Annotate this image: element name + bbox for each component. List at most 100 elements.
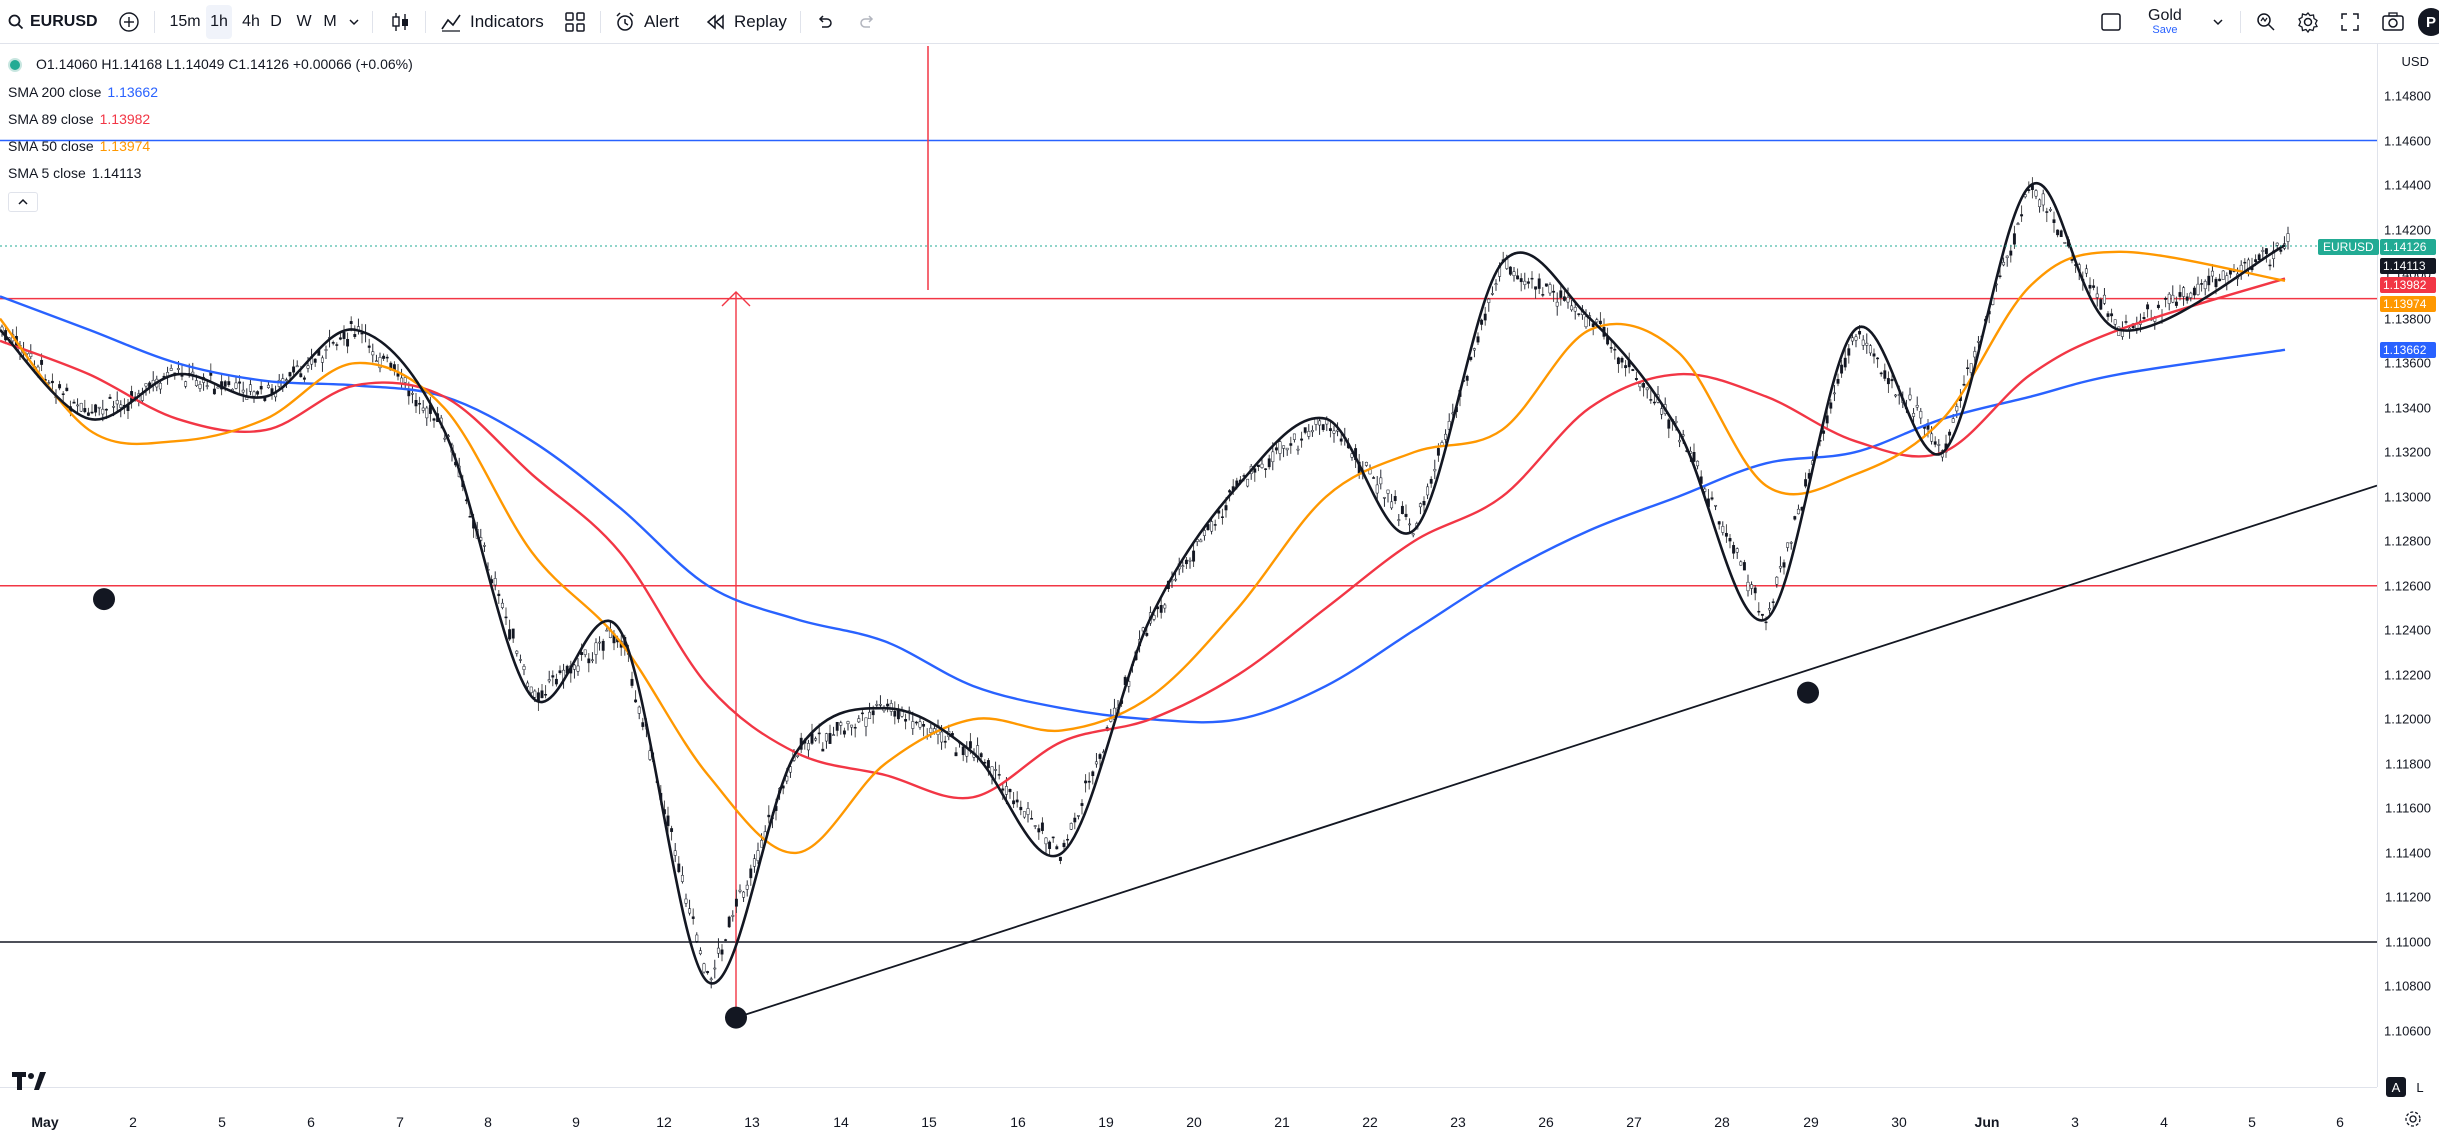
candle-body: [209, 372, 213, 376]
camera-icon: [2381, 11, 2405, 33]
candle-body: [1822, 430, 1826, 434]
candle-body: [1260, 463, 1264, 468]
candle-body: [558, 670, 562, 674]
candle-body: [2268, 264, 2272, 267]
candle-body: [835, 721, 839, 731]
log-scale-button[interactable]: L: [2410, 1077, 2430, 1097]
candle-body: [79, 402, 83, 412]
candle-body: [709, 978, 713, 981]
replay-button[interactable]: Replay: [706, 0, 787, 43]
candle-body: [259, 385, 263, 390]
candle-body: [551, 675, 555, 678]
candle-body: [1933, 441, 1937, 445]
candle-body: [324, 349, 328, 351]
top-toolbar: EURUSD 15m 1h 4h D W M Indicators: [0, 0, 2439, 44]
candle-body: [1375, 484, 1379, 494]
candle-body: [1310, 430, 1314, 433]
candle-body: [1966, 367, 1970, 369]
candle-body: [1868, 345, 1872, 354]
quick-search-button[interactable]: [2255, 0, 2277, 43]
price-tag: 1.13982: [2380, 277, 2436, 293]
candle-body: [904, 719, 908, 722]
timeframe-15m[interactable]: 15m: [168, 5, 202, 39]
candle-body: [2203, 281, 2207, 290]
templates-button[interactable]: [564, 0, 586, 43]
indicators-button[interactable]: Indicators: [440, 0, 544, 43]
candle-body: [1598, 320, 1602, 325]
support-trendline[interactable]: [735, 484, 2377, 1019]
candle-body: [1746, 581, 1750, 592]
pivot-marker[interactable]: [725, 1006, 747, 1029]
undo-button[interactable]: [814, 0, 834, 43]
plan-button[interactable]: Gold Save: [2148, 0, 2182, 43]
plan-dropdown[interactable]: [2212, 0, 2224, 43]
indicator-row-sma89[interactable]: SMA 89 close 1.13982: [8, 109, 150, 129]
axis-settings-button[interactable]: [2404, 1110, 2422, 1133]
pivot-marker[interactable]: [1797, 681, 1819, 704]
candle-body: [1840, 364, 1844, 374]
candle-body: [58, 384, 62, 389]
price-tick-label: 1.13800: [2384, 311, 2431, 327]
candle-body: [1073, 817, 1077, 823]
collapse-legend-button[interactable]: [8, 192, 38, 212]
candle-body: [698, 950, 702, 955]
price-axis[interactable]: USD 1.14800 1.14600 1.14400 1.14200 1.14000 1…: [2377, 44, 2439, 1087]
candle-body: [184, 381, 188, 387]
redo-button[interactable]: [858, 0, 878, 43]
price-tick-label: 1.14400: [2384, 177, 2431, 193]
settings-button[interactable]: [2297, 0, 2319, 43]
candle-body: [529, 686, 533, 693]
candle-body: [2189, 292, 2193, 298]
symbol-search[interactable]: EURUSD: [8, 0, 98, 43]
candle-body: [1494, 283, 1498, 285]
timeframe-1h[interactable]: 1h: [206, 5, 232, 39]
candle-body: [918, 721, 922, 728]
screenshot-button[interactable]: [2381, 0, 2405, 43]
tradingview-logo[interactable]: [12, 1070, 48, 1097]
price-tag: 1.13662: [2380, 342, 2436, 358]
candle-body: [1649, 399, 1653, 401]
candle-body: [1696, 460, 1700, 467]
candle-body: [1174, 578, 1178, 581]
timeframe-d[interactable]: D: [266, 5, 286, 39]
alert-button[interactable]: Alert: [614, 0, 679, 43]
candle-body: [677, 863, 681, 873]
chart-type-button[interactable]: [390, 0, 412, 43]
candle-body: [680, 875, 684, 882]
replay-label: Replay: [734, 11, 787, 31]
avatar[interactable]: P: [2418, 8, 2439, 36]
candle-body: [1591, 323, 1595, 327]
pivot-marker[interactable]: [93, 588, 115, 611]
candle-body: [1555, 301, 1559, 307]
fullscreen-button[interactable]: [2340, 0, 2360, 43]
candle-body: [2174, 301, 2178, 306]
timeframe-label: W: [296, 13, 312, 30]
add-symbol-button[interactable]: [118, 0, 140, 43]
candle-body: [666, 815, 670, 827]
time-axis[interactable]: May 2 5 6 7 8 9 12 13 14 15 16 19 20 21 22 23 26 27 28 29 30 J…: [0, 1087, 2377, 1132]
indicator-row-sma50[interactable]: SMA 50 close 1.13974: [8, 136, 150, 156]
candle-body: [846, 721, 850, 725]
candle-body: [986, 760, 990, 769]
candle-body: [601, 640, 605, 651]
candle-body: [968, 741, 972, 749]
timeframe-dropdown[interactable]: [348, 0, 360, 43]
market-status-icon: [8, 58, 22, 73]
indicator-value: 1.14113: [91, 165, 142, 181]
timeframe-w[interactable]: W: [292, 5, 316, 39]
time-tick-label: 5: [218, 1114, 226, 1130]
candle-body: [1400, 505, 1404, 514]
time-tick-label: 21: [1274, 1114, 1290, 1130]
candle-body: [378, 357, 382, 369]
chart-plot-area[interactable]: [0, 44, 2377, 1087]
indicator-row-sma5[interactable]: SMA 5 close 1.14113: [8, 163, 141, 183]
candle-body: [742, 891, 746, 898]
layout-button[interactable]: [2100, 0, 2122, 43]
timeframe-m[interactable]: M: [318, 5, 342, 39]
indicator-row-sma200[interactable]: SMA 200 close 1.13662: [8, 82, 158, 102]
candle-body: [1444, 433, 1448, 440]
auto-scale-button[interactable]: A: [2386, 1077, 2406, 1097]
timeframe-4h[interactable]: 4h: [238, 5, 264, 39]
candle-body: [1030, 818, 1034, 820]
candle-body: [234, 382, 238, 389]
